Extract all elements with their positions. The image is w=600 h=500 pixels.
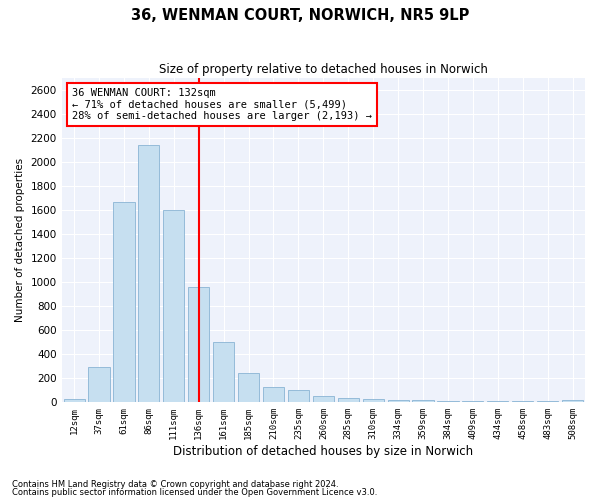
Bar (138, 145, 160, 402)
Bar (412, 400, 434, 402)
Text: Contains public sector information licensed under the Open Government Licence v3: Contains public sector information licen… (12, 488, 377, 497)
Bar (238, 373, 259, 402)
Bar (88, 367, 110, 402)
Y-axis label: Number of detached properties: Number of detached properties (15, 158, 25, 322)
Bar (263, 388, 284, 402)
Bar (188, 286, 209, 402)
Bar (487, 401, 508, 402)
Bar (338, 398, 359, 402)
Bar (163, 210, 184, 402)
Bar (113, 202, 134, 402)
Text: 36 WENMAN COURT: 132sqm
← 71% of detached houses are smaller (5,499)
28% of semi: 36 WENMAN COURT: 132sqm ← 71% of detache… (72, 88, 372, 121)
Bar (288, 390, 309, 402)
Text: Contains HM Land Registry data © Crown copyright and database right 2024.: Contains HM Land Registry data © Crown c… (12, 480, 338, 489)
X-axis label: Distribution of detached houses by size in Norwich: Distribution of detached houses by size … (173, 444, 473, 458)
Bar (64, 400, 85, 402)
Bar (213, 342, 234, 402)
Text: 36, WENMAN COURT, NORWICH, NR5 9LP: 36, WENMAN COURT, NORWICH, NR5 9LP (131, 8, 469, 22)
Bar (388, 400, 409, 402)
Bar (562, 400, 583, 402)
Bar (362, 400, 384, 402)
Bar (437, 400, 458, 402)
Bar (512, 401, 533, 402)
Bar (313, 396, 334, 402)
Title: Size of property relative to detached houses in Norwich: Size of property relative to detached ho… (159, 62, 488, 76)
Bar (462, 401, 484, 402)
Bar (537, 401, 558, 402)
